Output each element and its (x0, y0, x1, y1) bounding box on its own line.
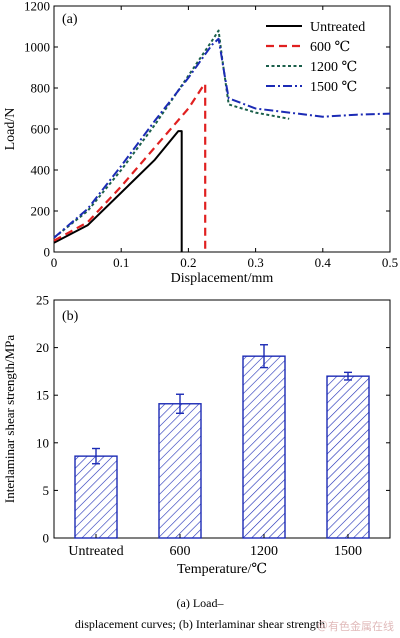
legend-label-2: 1200 ℃ (310, 60, 357, 75)
x-tick-label-a: 0.4 (315, 255, 332, 270)
y-tick-label-a: 1200 (24, 0, 50, 14)
x-tick-label-a: 0.2 (180, 255, 196, 270)
plot-frame-b (53, 299, 391, 539)
bar-3 (326, 375, 370, 539)
series-line-2 (53, 29, 290, 239)
x-axis-label-b: Temperature/℃ (177, 562, 267, 577)
x-tick-label-b: 1500 (334, 544, 362, 559)
bar-0 (74, 455, 118, 539)
y-axis-label-b: Interlaminar shear strength/MPa (2, 335, 17, 503)
x-tick-label-b: 1200 (250, 544, 278, 559)
watermark-text: ＠有色金属在线 (317, 620, 394, 633)
bar-1 (158, 403, 202, 539)
legend-label-1: 600 ℃ (310, 40, 350, 55)
series-line-0 (53, 130, 183, 252)
x-tick-label-b: Untreated (68, 544, 123, 559)
bar-2 (242, 355, 286, 539)
series-line-3 (53, 37, 391, 239)
panel-label-b: (b) (62, 309, 79, 324)
y-tick-label-a: 400 (31, 163, 51, 178)
x-tick-label-a: 0.3 (247, 255, 263, 270)
load-displacement-chart: 0 0.1 0.2 0.3 0.4 0.5 0 200 400 600 800 1000 1200 Dis… (3, 0, 398, 286)
y-tick-label-b: 20 (36, 340, 49, 355)
x-tick-label-a: 0.1 (113, 255, 129, 270)
y-tick-label-b: 5 (43, 483, 50, 498)
figure-caption-line2: displacement curves; (b) Interlaminar sh… (74, 617, 326, 631)
figure-caption-line1: (a) Load– (176, 596, 224, 610)
shear-strength-bar-chart: 0 5 10 15 20 25 Untreated 600 1200 1500 Temperatur… (2, 293, 391, 577)
panel-label-a: (a) (62, 12, 78, 27)
y-tick-label-a: 200 (31, 204, 51, 219)
y-tick-label-b: 25 (36, 293, 49, 308)
y-tick-label-b: 10 (36, 435, 49, 450)
series-line-1 (53, 82, 207, 252)
x-tick-label-a: 0.5 (382, 255, 398, 270)
x-axis-label-a: Displacement/mm (171, 271, 274, 286)
y-tick-label-a: 0 (44, 245, 51, 260)
y-tick-label-b: 15 (36, 388, 49, 403)
y-tick-label-b: 0 (43, 531, 50, 546)
y-tick-label-a: 800 (31, 81, 51, 96)
x-tick-label-a: 0 (51, 255, 58, 270)
y-axis-label-a: Load/N (3, 108, 18, 151)
x-tick-label-b: 600 (170, 544, 191, 559)
legend-label-3: 1500 ℃ (310, 80, 357, 95)
legend-label-0: Untreated (310, 20, 365, 35)
y-tick-label-a: 600 (31, 122, 51, 137)
y-tick-label-a: 1000 (24, 40, 50, 55)
